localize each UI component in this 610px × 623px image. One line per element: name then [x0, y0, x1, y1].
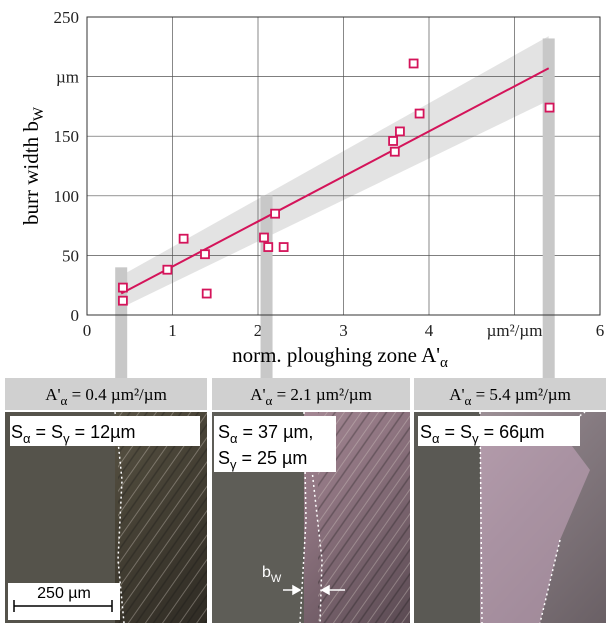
x-tick-label: 1: [168, 321, 177, 340]
y-axis-label-part: burr width b: [19, 121, 43, 225]
point: [118, 282, 128, 293]
x-tick-label: 6: [596, 321, 605, 340]
point: [395, 126, 405, 137]
x-tick-label: 2: [254, 321, 263, 340]
panel-caption: Sγ = 25 µm: [218, 448, 307, 472]
x-tick-label: µm²/µm: [487, 321, 543, 340]
panel-caption-part: α: [230, 431, 238, 446]
y-tick-label: 250: [54, 8, 80, 27]
width-label-part: W: [271, 573, 282, 585]
panel-caption: Sα = 37 µm,: [218, 422, 313, 446]
edge-line: [114, 411, 125, 623]
point: [200, 249, 210, 260]
panel-caption-part: S: [218, 448, 230, 468]
panel-caption-part: α: [23, 431, 31, 446]
x-tick-label: 3: [339, 321, 348, 340]
width-arrows: [283, 584, 345, 596]
panel-caption-part: α: [432, 431, 440, 446]
panel-label-part: = 2.1 µm²/µm: [272, 385, 371, 404]
point: [201, 288, 212, 299]
panel-caption-part: = 66µm: [479, 422, 545, 442]
y-tick-label: 100: [54, 187, 80, 206]
point: [162, 264, 173, 275]
point: [408, 58, 419, 69]
point: [118, 295, 128, 306]
panel-label-box: [212, 378, 410, 410]
panel-caption-part: γ: [63, 431, 70, 446]
panel-caption: Sα = Sγ = 66µm: [420, 422, 544, 446]
x-axis-label: norm. ploughing zone A'α: [232, 343, 448, 371]
panel-label-part: α: [266, 393, 273, 408]
scale-bar: [13, 600, 113, 612]
caption-box: [418, 416, 580, 446]
panel-label: A'α = 5.4 µm²/µm: [449, 385, 571, 408]
panel-caption-part: = S: [440, 422, 473, 442]
panel-caption-part: = S: [31, 422, 64, 442]
panel-label-part: A': [45, 385, 60, 404]
tool-surface: [414, 412, 480, 623]
panel-caption-part: = 25 µm: [237, 448, 308, 468]
width-label: bW: [262, 564, 282, 585]
panel-label-part: α: [61, 393, 68, 408]
texture: [118, 412, 207, 623]
panel-label-part: A': [250, 385, 265, 404]
x-axis-label-part: α: [440, 355, 448, 371]
point: [389, 146, 400, 157]
panel-caption-part: S: [218, 422, 230, 442]
panel-caption-part: γ: [230, 457, 237, 472]
y-axis-label-part: W: [31, 106, 47, 121]
micrographs: [5, 411, 606, 623]
panel-caption: Sα = Sγ = 12µm: [11, 422, 135, 446]
panel-label-part: A': [449, 385, 464, 404]
width-label-part: b: [262, 564, 271, 581]
y-tick-label: 0: [71, 306, 80, 325]
point: [259, 232, 269, 243]
panel-label-box: [414, 378, 606, 410]
point: [178, 233, 189, 244]
panel-caption-part: S: [420, 422, 432, 442]
plot-frame: [86, 16, 601, 316]
confidence-band: [121, 36, 549, 308]
point: [263, 242, 274, 252]
caption-box: [214, 416, 336, 472]
panel-label-box: [5, 378, 207, 410]
caption-box: [10, 416, 200, 446]
highlight-bar: [542, 38, 555, 379]
plot: 0 50 100 150 µm 250 0 1 2 3 4 µm²/µm 6: [54, 8, 605, 379]
burr: [480, 430, 590, 623]
panel-caption-part: = 37 µm,: [238, 422, 314, 442]
y-tick-label: 150: [54, 127, 80, 146]
highlight-bar: [115, 267, 128, 378]
panel-label-part: = 0.4 µm²/µm: [67, 385, 166, 404]
panel-caption-part: S: [11, 422, 23, 442]
fit-line: [120, 67, 550, 295]
point: [544, 102, 555, 113]
y-tick-label: µm: [56, 68, 79, 87]
x-tick-label: 0: [83, 321, 92, 340]
point: [278, 242, 289, 252]
y-tick-label: 50: [62, 246, 79, 265]
panel-label: A'α = 0.4 µm²/µm: [45, 385, 167, 408]
panel-caption-part: γ: [472, 431, 479, 446]
scale-box: [8, 583, 120, 620]
scale-label: 250 µm: [37, 585, 91, 602]
x-tick-label: 4: [425, 321, 434, 340]
panel-caption-part: = 12µm: [70, 422, 136, 442]
point: [270, 208, 281, 219]
point: [414, 108, 425, 119]
panel-label-part: = 5.4 µm²/µm: [471, 385, 570, 404]
panel-label-part: α: [465, 393, 472, 408]
panel-label: A'α = 2.1 µm²/µm: [250, 385, 372, 408]
x-axis-label-part: norm. ploughing zone A': [232, 343, 440, 367]
point: [388, 136, 398, 146]
y-axis-label: burr width bW: [19, 106, 47, 225]
